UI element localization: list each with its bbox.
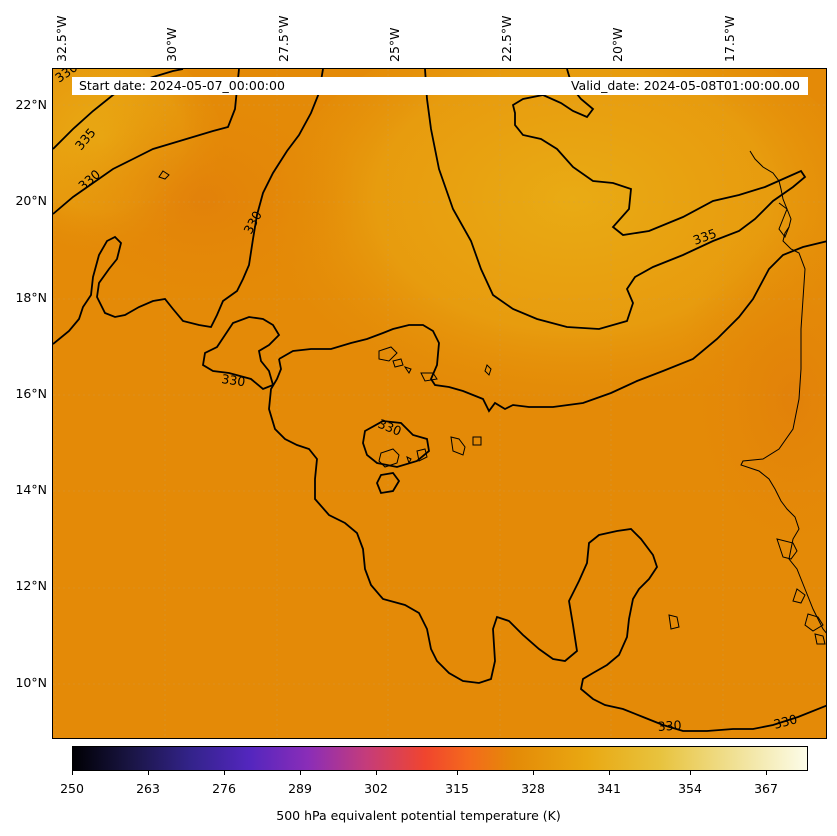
contour-label: 330: [772, 711, 799, 732]
lat-label: 18°N: [15, 290, 47, 305]
colorbar-tick: [72, 771, 73, 775]
contour-label: 330: [221, 371, 247, 389]
lon-label: 22.5°W: [499, 15, 514, 62]
colorbar-tick: [376, 771, 377, 775]
colorbar-tick: [300, 771, 301, 775]
start-date: Start date: 2024-05-07_00:00:00: [79, 78, 285, 93]
graticule: [53, 69, 826, 738]
lon-label: 25°W: [387, 27, 402, 62]
colorbar-tick: [457, 771, 458, 775]
colorbar-tick: [766, 771, 767, 775]
map-panel[interactable]: 330 335 330 330 330 330 335 330 330: [52, 68, 827, 739]
lat-label: 10°N: [15, 675, 47, 690]
lon-label: 27.5°W: [276, 15, 291, 62]
colorbar-tick-label: 289: [288, 781, 312, 796]
colorbar-tick-label: 263: [136, 781, 160, 796]
date-banner: Start date: 2024-05-07_00:00:00 Valid_da…: [72, 77, 808, 95]
colorbar-tick-label: 367: [754, 781, 778, 796]
lat-label: 16°N: [15, 386, 47, 401]
colorbar-tick-label: 328: [521, 781, 545, 796]
valid-date: Valid_date: 2024-05-08T01:00:00.00: [570, 78, 800, 93]
colorbar-tick: [224, 771, 225, 775]
lon-label: 32.5°W: [54, 15, 69, 62]
colorbar-tick: [148, 771, 149, 775]
colorbar-tick: [533, 771, 534, 775]
contour-label: 330: [657, 717, 682, 734]
coastline: [158, 150, 826, 645]
colorbar-tick-label: 302: [364, 781, 388, 796]
lat-label: 14°N: [15, 482, 47, 497]
colorbar-tick: [690, 771, 691, 775]
colorbar-tick-label: 341: [597, 781, 621, 796]
colorbar-tick-label: 315: [445, 781, 469, 796]
colorbar-tick-label: 250: [60, 781, 84, 796]
cool-region-east: [673, 219, 826, 579]
lat-label: 22°N: [15, 97, 47, 112]
colorbar: [72, 746, 808, 771]
lat-label: 12°N: [15, 578, 47, 593]
lon-label: 20°W: [610, 27, 625, 62]
colorbar-tick: [609, 771, 610, 775]
colorbar-title: 500 hPa equivalent potential temperature…: [276, 808, 561, 823]
colorbar-tick-label: 354: [678, 781, 702, 796]
cool-region: [53, 79, 363, 319]
map-canvas: 330 335 330 330 330 330 335 330 330: [53, 69, 826, 738]
lat-label: 20°N: [15, 193, 47, 208]
colorbar-tick-label: 276: [212, 781, 236, 796]
lon-label: 30°W: [164, 27, 179, 62]
lon-label: 17.5°W: [722, 15, 737, 62]
